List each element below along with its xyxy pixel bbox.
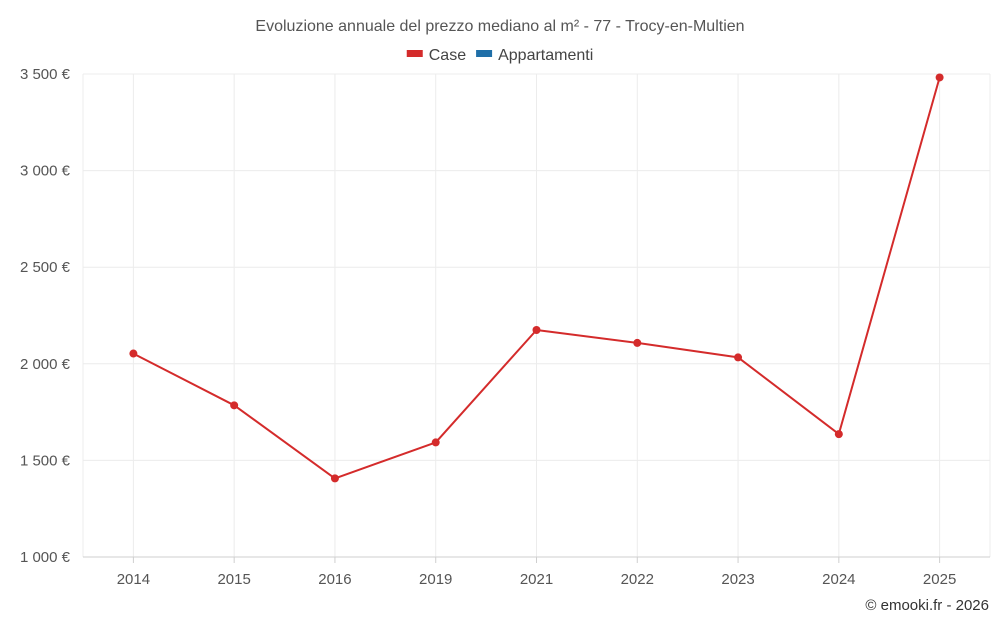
x-tick-label: 2014	[117, 571, 150, 588]
x-tick-label: 2022	[621, 571, 654, 588]
x-tick-label: 2024	[822, 571, 855, 588]
data-point-2015[interactable]	[230, 401, 239, 410]
legend-item-appartamenti[interactable]: Appartamenti	[476, 47, 593, 64]
legend-item-case[interactable]: Case	[406, 47, 466, 64]
y-tick-label: 2 500 €	[20, 259, 71, 276]
legend-swatch	[406, 50, 423, 57]
data-point-2025[interactable]	[935, 73, 944, 82]
data-point-2021[interactable]	[532, 325, 541, 334]
grid	[82, 73, 991, 557]
data-point-2014[interactable]	[129, 349, 138, 358]
axes: 1 000 € 1 500 € 2 000 € 2 500 € 3 000 € 3 500…	[20, 66, 990, 588]
y-tick-label: 1 000 €	[20, 549, 71, 566]
data-point-2016[interactable]	[330, 474, 339, 483]
x-tick-label: 2025	[923, 571, 956, 588]
y-tick-label: 2 000 €	[20, 356, 71, 373]
x-tick-label: 2016	[318, 571, 351, 588]
series-layer	[129, 73, 944, 483]
legend: Case Appartamenti	[406, 47, 593, 64]
x-tick-label: 2021	[520, 571, 553, 588]
x-tick-label: 2023	[721, 571, 754, 588]
legend-label: Appartamenti	[498, 47, 593, 64]
legend-swatch	[476, 50, 493, 57]
data-point-2022[interactable]	[633, 338, 642, 347]
data-point-2023[interactable]	[734, 353, 743, 362]
y-tick-label: 3 000 €	[20, 163, 71, 180]
data-point-2019[interactable]	[431, 438, 440, 447]
y-tick-label: 3 500 €	[20, 66, 71, 83]
chart-title: Evoluzione annuale del prezzo mediano al…	[255, 18, 744, 35]
y-tick-label: 1 500 €	[20, 452, 71, 469]
x-tick-label: 2015	[217, 571, 250, 588]
credit-text: © emooki.fr - 2026	[865, 597, 989, 614]
legend-label: Case	[429, 47, 466, 64]
data-point-2024[interactable]	[834, 430, 843, 439]
x-tick-label: 2019	[419, 571, 452, 588]
